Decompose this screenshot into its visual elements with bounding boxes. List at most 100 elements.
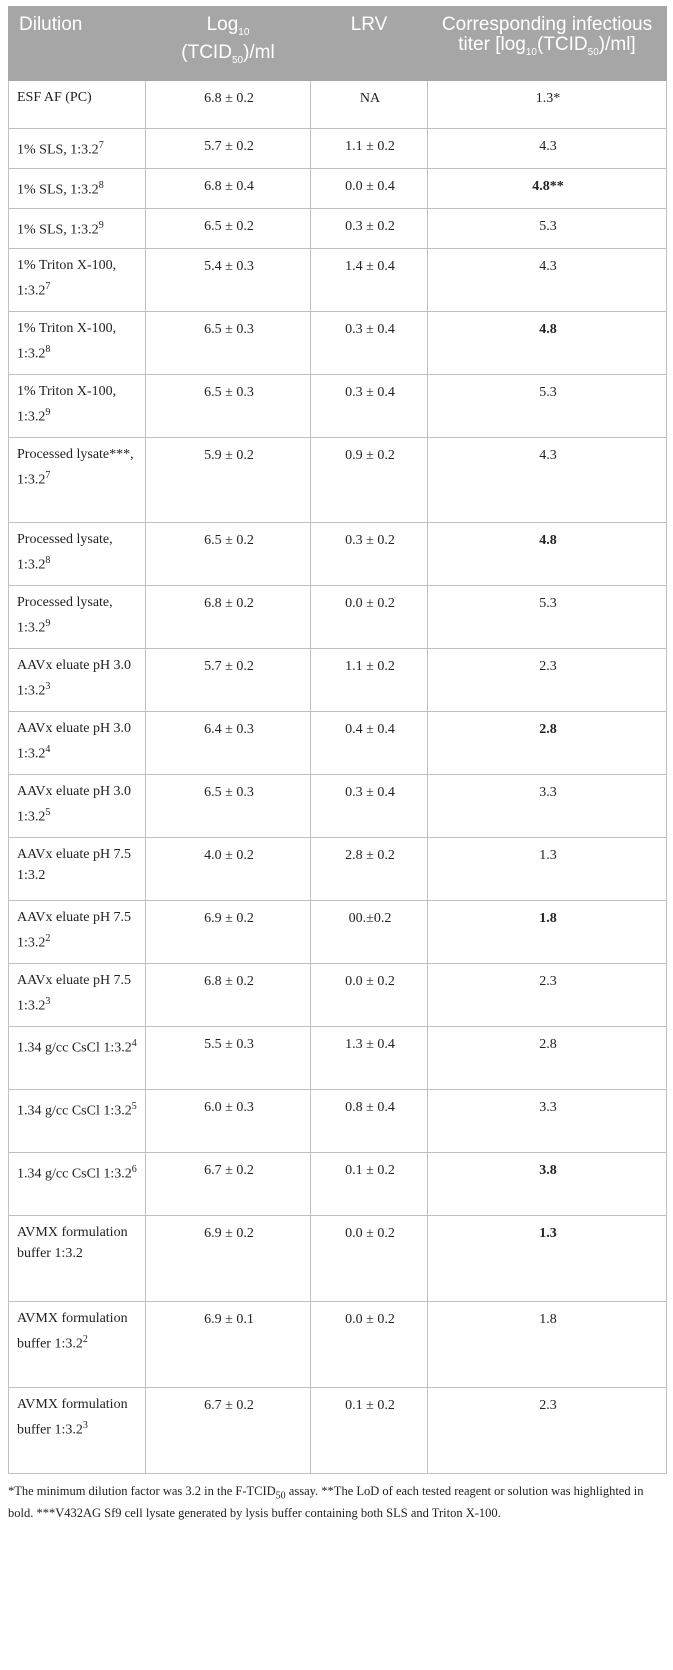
cell-log-titer: 6.8 ± 0.2 bbox=[145, 963, 311, 1027]
cell-log-titer: 6.5 ± 0.3 bbox=[145, 374, 311, 438]
cell-lrv: 0.0 ± 0.2 bbox=[310, 585, 428, 649]
cell-log-titer: 6.9 ± 0.2 bbox=[145, 1215, 311, 1302]
table-row: AVMX formulation buffer 1:3.23 6.7 ± 0.2 0… bbox=[8, 1387, 667, 1474]
cell-dilution: 1% SLS, 1:3.29 bbox=[8, 208, 146, 249]
cell-lrv: 0.3 ± 0.4 bbox=[310, 774, 428, 838]
dilution-exponent: 7 bbox=[45, 281, 51, 292]
cell-log-titer: 6.8 ± 0.2 bbox=[145, 585, 311, 649]
cell-lrv: 1.1 ± 0.2 bbox=[310, 128, 428, 169]
cell-infectious-titer: 3.8 bbox=[427, 1152, 667, 1216]
header-log-titer: Log10 (TCID50)/ml bbox=[145, 6, 311, 81]
cell-dilution: AAVx eluate pH 3.0 1:3.25 bbox=[8, 774, 146, 838]
cell-dilution: ESF AF (PC) bbox=[8, 80, 146, 129]
cell-infectious-titer: 5.3 bbox=[427, 585, 667, 649]
cell-dilution: 1% Triton X-100, 1:3.28 bbox=[8, 311, 146, 375]
cell-lrv: 0.3 ± 0.4 bbox=[310, 311, 428, 375]
table-footnote: *The minimum dilution factor was 3.2 in … bbox=[8, 1484, 644, 1520]
cell-lrv: 0.3 ± 0.4 bbox=[310, 374, 428, 438]
cell-infectious-titer: 2.8 bbox=[427, 711, 667, 775]
dilution-label: AAVx eluate pH 7.5 1:3.2 bbox=[17, 973, 132, 1014]
cell-infectious-titer: 2.3 bbox=[427, 1387, 667, 1474]
cell-log-titer: 6.5 ± 0.2 bbox=[145, 208, 311, 249]
table-row: AVMX formulation buffer 1:3.2 6.9 ± 0.2 0.… bbox=[8, 1215, 667, 1302]
cell-infectious-titer: 1.8 bbox=[427, 1301, 667, 1388]
cell-infectious-titer: 3.3 bbox=[427, 1089, 667, 1153]
cell-infectious-titer: 4.8 bbox=[427, 311, 667, 375]
cell-log-titer: 6.7 ± 0.2 bbox=[145, 1152, 311, 1216]
cell-lrv: 0.4 ± 0.4 bbox=[310, 711, 428, 775]
table-row: Processed lysate, 1:3.29 6.8 ± 0.2 0.0 ± 0… bbox=[8, 585, 667, 649]
cell-log-titer: 4.0 ± 0.2 bbox=[145, 837, 311, 901]
table-row: 1.34 g/cc CsCl 1:3.25 6.0 ± 0.3 0.8 ± 0.4 3… bbox=[8, 1089, 667, 1153]
dilution-exponent: 8 bbox=[45, 344, 51, 355]
cell-infectious-titer: 1.3 bbox=[427, 837, 667, 901]
header-dilution: Dilution bbox=[8, 6, 146, 81]
dilution-label: Processed lysate, 1:3.2 bbox=[17, 595, 113, 636]
table-row: 1.34 g/cc CsCl 1:3.24 5.5 ± 0.3 1.3 ± 0.4 2… bbox=[8, 1026, 667, 1090]
cell-lrv: 1.3 ± 0.4 bbox=[310, 1026, 428, 1090]
cell-lrv: 0.0 ± 0.2 bbox=[310, 1301, 428, 1388]
dilution-label: 1.34 g/cc CsCl 1:3.2 bbox=[17, 1103, 132, 1119]
table-container: Dilution Log10 (TCID50)/ml LRV Correspond… bbox=[8, 6, 667, 1522]
cell-lrv: 0.8 ± 0.4 bbox=[310, 1089, 428, 1153]
cell-log-titer: 5.4 ± 0.3 bbox=[145, 248, 311, 312]
dilution-exponent: 6 bbox=[131, 1164, 137, 1175]
cell-log-titer: 6.8 ± 0.2 bbox=[145, 80, 311, 129]
table-row: AVMX formulation buffer 1:3.22 6.9 ± 0.1 0… bbox=[8, 1301, 667, 1388]
cell-infectious-titer: 1.8 bbox=[427, 900, 667, 964]
table-row: 1% Triton X-100, 1:3.28 6.5 ± 0.3 0.3 ± 0.… bbox=[8, 311, 667, 375]
dilution-exponent: 4 bbox=[45, 744, 51, 755]
dilution-exponent: 3 bbox=[45, 996, 51, 1007]
cell-lrv: 0.3 ± 0.2 bbox=[310, 208, 428, 249]
dilution-label: AAVx eluate pH 3.0 1:3.2 bbox=[17, 784, 132, 825]
dilution-exponent: 7 bbox=[45, 470, 51, 481]
cell-log-titer: 6.5 ± 0.3 bbox=[145, 774, 311, 838]
cell-log-titer: 5.7 ± 0.2 bbox=[145, 648, 311, 712]
table-row: AAVx eluate pH 7.5 1:3.23 6.8 ± 0.2 0.0 ± … bbox=[8, 963, 667, 1027]
dilution-exponent: 4 bbox=[131, 1038, 137, 1049]
dilution-exponent: 7 bbox=[98, 140, 104, 151]
cell-dilution: AAVx eluate pH 3.0 1:3.23 bbox=[8, 648, 146, 712]
dilution-label: 1% SLS, 1:3.2 bbox=[17, 142, 99, 158]
cell-infectious-titer: 5.3 bbox=[427, 208, 667, 249]
cell-dilution: Processed lysate, 1:3.28 bbox=[8, 522, 146, 586]
cell-lrv: 0.3 ± 0.2 bbox=[310, 522, 428, 586]
cell-infectious-titer: 4.3 bbox=[427, 437, 667, 523]
cell-infectious-titer: 2.8 bbox=[427, 1026, 667, 1090]
dilution-label: AAVx eluate pH 7.5 1:3.2 bbox=[17, 910, 132, 951]
cell-dilution: 1% SLS, 1:3.27 bbox=[8, 128, 146, 169]
table-row: AAVx eluate pH 3.0 1:3.24 6.4 ± 0.3 0.4 ± … bbox=[8, 711, 667, 775]
dilution-exponent: 9 bbox=[45, 407, 51, 418]
table-body: ESF AF (PC) 6.8 ± 0.2 NA 1.3* 1% SLS, 1:3.27… bbox=[8, 80, 667, 1474]
cell-infectious-titer: 4.8 bbox=[427, 522, 667, 586]
table-header: Dilution Log10 (TCID50)/ml LRV Correspond… bbox=[8, 6, 667, 81]
cell-dilution: AAVx eluate pH 7.5 1:3.2 bbox=[8, 837, 146, 901]
dilution-label: AVMX formulation buffer 1:3.2 bbox=[17, 1311, 128, 1352]
table-row: 1% SLS, 1:3.27 5.7 ± 0.2 1.1 ± 0.2 4.3 bbox=[8, 128, 667, 169]
cell-infectious-titer: 4.3 bbox=[427, 248, 667, 312]
cell-dilution: AVMX formulation buffer 1:3.23 bbox=[8, 1387, 146, 1474]
cell-dilution: AVMX formulation buffer 1:3.22 bbox=[8, 1301, 146, 1388]
cell-log-titer: 6.8 ± 0.4 bbox=[145, 168, 311, 209]
cell-dilution: 1.34 g/cc CsCl 1:3.24 bbox=[8, 1026, 146, 1090]
cell-lrv: 0.0 ± 0.2 bbox=[310, 1215, 428, 1302]
cell-log-titer: 5.7 ± 0.2 bbox=[145, 128, 311, 169]
cell-dilution: 1% SLS, 1:3.28 bbox=[8, 168, 146, 209]
dilution-exponent: 5 bbox=[45, 807, 51, 818]
cell-dilution: 1.34 g/cc CsCl 1:3.26 bbox=[8, 1152, 146, 1216]
cell-lrv: 2.8 ± 0.2 bbox=[310, 837, 428, 901]
header-lrv: LRV bbox=[310, 6, 428, 81]
dilution-exponent: 8 bbox=[45, 555, 51, 566]
cell-lrv: 1.1 ± 0.2 bbox=[310, 648, 428, 712]
dilution-exponent: 9 bbox=[45, 618, 51, 629]
dilution-exponent: 3 bbox=[45, 681, 51, 692]
cell-dilution: Processed lysate, 1:3.29 bbox=[8, 585, 146, 649]
table-row: 1% Triton X-100, 1:3.27 5.4 ± 0.3 1.4 ± 0.… bbox=[8, 248, 667, 312]
table-row: 1% SLS, 1:3.28 6.8 ± 0.4 0.0 ± 0.4 4.8** bbox=[8, 168, 667, 209]
dilution-label: AVMX formulation buffer 1:3.2 bbox=[17, 1397, 128, 1438]
cell-lrv: 0.0 ± 0.4 bbox=[310, 168, 428, 209]
header-infectious-titer: Corresponding infectious titer [log10(TC… bbox=[427, 6, 667, 81]
table-row: 1% SLS, 1:3.29 6.5 ± 0.2 0.3 ± 0.2 5.3 bbox=[8, 208, 667, 249]
cell-dilution: 1% Triton X-100, 1:3.29 bbox=[8, 374, 146, 438]
cell-log-titer: 6.4 ± 0.3 bbox=[145, 711, 311, 775]
